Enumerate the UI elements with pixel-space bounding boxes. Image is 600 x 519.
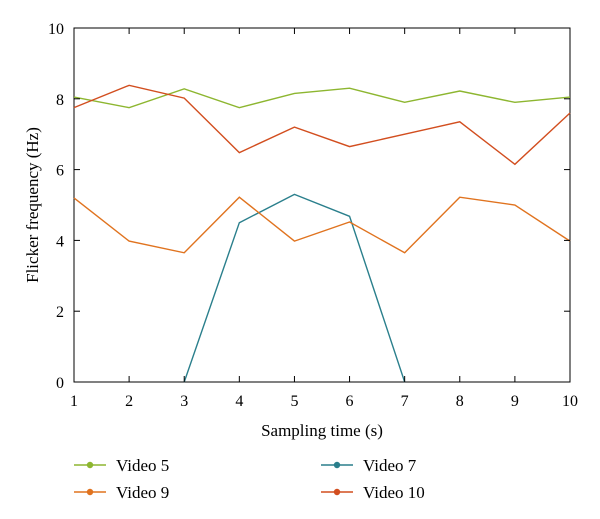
legend-entry-video-5: Video 5: [74, 456, 169, 475]
x-tick-label: 6: [346, 393, 354, 410]
y-tick-label: 8: [56, 92, 64, 109]
x-tick-label: 9: [511, 393, 519, 410]
y-tick-label: 0: [56, 375, 64, 392]
legend-label: Video 10: [363, 483, 425, 502]
legend-entry-video-7: Video 7: [321, 456, 417, 475]
ticks-layer: 1 2 3 4 5 6 7 8 9 10 0 2 4 6 8 10: [48, 21, 578, 410]
legend-label: Video 9: [116, 483, 169, 502]
plot-frame: [73, 27, 571, 383]
x-tick-label: 7: [401, 393, 409, 410]
x-tick-label: 1: [70, 393, 78, 410]
legend-marker: [333, 488, 341, 496]
legend: Video 5 Video 7 Video 9 Video 10: [74, 456, 425, 502]
plot-border: [73, 27, 571, 383]
y-tick-label: 2: [56, 304, 64, 321]
legend-label: Video 5: [116, 456, 169, 475]
series-line-video-9: [73, 196, 571, 254]
series-line-video-7: [183, 193, 406, 383]
x-axis-label: Sampling time (s): [261, 421, 383, 440]
x-tick-label: 4: [235, 393, 243, 410]
legend-marker: [333, 461, 341, 469]
legend-marker: [86, 461, 94, 469]
y-tick-label: 6: [56, 163, 64, 180]
legend-entry-video-10: Video 10: [321, 483, 425, 502]
series-line-video-5: [73, 87, 571, 109]
series-layer: [73, 84, 571, 383]
x-tick-label: 2: [125, 393, 133, 410]
y-tick-label: 4: [56, 233, 64, 250]
y-tick-label: 10: [48, 21, 64, 38]
x-tick-label: 3: [180, 393, 188, 410]
legend-label: Video 7: [363, 456, 417, 475]
x-tick-label: 10: [562, 393, 578, 410]
x-tick-label: 8: [456, 393, 464, 410]
legend-marker: [86, 488, 94, 496]
x-tick-label: 5: [290, 393, 298, 410]
series-line-video-10: [73, 84, 571, 166]
legend-entry-video-9: Video 9: [74, 483, 169, 502]
y-axis-label: Flicker frequency (Hz): [23, 127, 42, 283]
